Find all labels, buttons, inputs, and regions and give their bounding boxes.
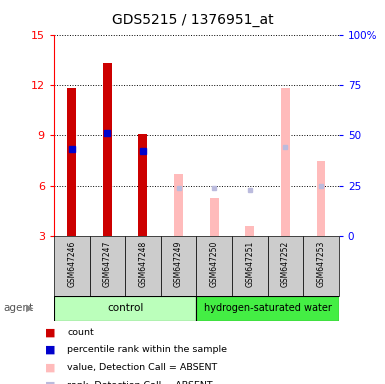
Bar	[303, 236, 339, 296]
Bar	[281, 88, 290, 236]
Text: ■: ■	[45, 362, 55, 372]
Text: GSM647253: GSM647253	[316, 241, 325, 287]
Text: GSM647252: GSM647252	[281, 241, 290, 287]
Bar	[125, 236, 161, 296]
Bar	[161, 236, 196, 296]
Bar	[90, 236, 125, 296]
Text: value, Detection Call = ABSENT: value, Detection Call = ABSENT	[67, 363, 218, 372]
Bar	[54, 236, 90, 296]
Text: ■: ■	[45, 345, 55, 355]
Bar	[196, 236, 232, 296]
Bar	[67, 88, 76, 236]
Text: GSM647251: GSM647251	[245, 241, 254, 287]
Bar	[245, 226, 254, 236]
Text: agent: agent	[4, 303, 34, 313]
Bar	[139, 134, 147, 236]
Text: GSM647248: GSM647248	[139, 241, 147, 287]
Text: ■: ■	[45, 327, 55, 337]
Text: GSM647250: GSM647250	[210, 241, 219, 287]
Text: ■: ■	[45, 380, 55, 384]
Bar	[210, 197, 219, 236]
Bar	[54, 296, 196, 321]
Bar	[196, 296, 339, 321]
Text: percentile rank within the sample: percentile rank within the sample	[67, 345, 228, 354]
Text: GSM647249: GSM647249	[174, 241, 183, 287]
Text: control: control	[107, 303, 143, 313]
Bar	[174, 174, 183, 236]
Text: GSM647247: GSM647247	[103, 241, 112, 287]
Text: GSM647246: GSM647246	[67, 241, 76, 287]
Text: GDS5215 / 1376951_at: GDS5215 / 1376951_at	[112, 13, 273, 27]
Bar	[103, 63, 112, 236]
Text: rank, Detection Call = ABSENT: rank, Detection Call = ABSENT	[67, 381, 213, 384]
Bar	[268, 236, 303, 296]
Text: hydrogen-saturated water: hydrogen-saturated water	[204, 303, 331, 313]
Bar	[232, 236, 268, 296]
Text: count: count	[67, 328, 94, 337]
Bar	[316, 161, 325, 236]
Text: ▶: ▶	[26, 303, 33, 313]
